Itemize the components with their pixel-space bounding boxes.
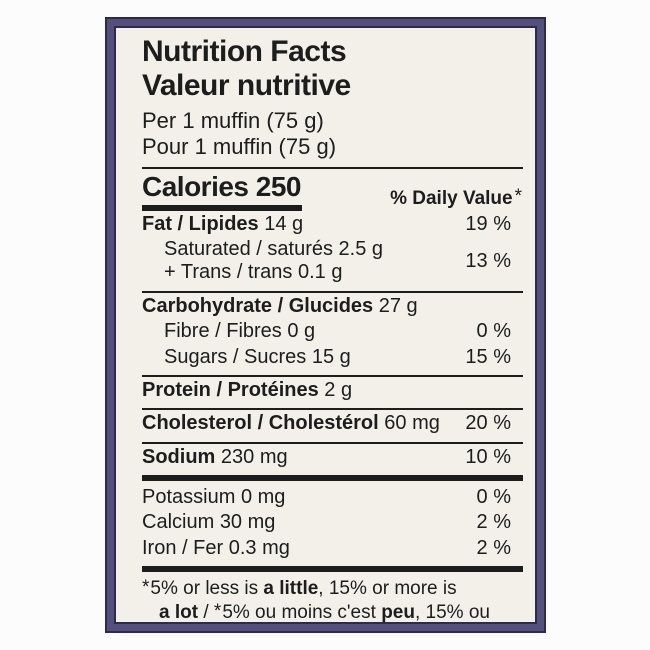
calories-row: Calories 250 % Daily Value *: [142, 171, 523, 211]
row-fibre: Fibre / Fibres 0 g 0 %: [142, 320, 523, 343]
calcium-amount: 30 mg: [219, 511, 276, 534]
footnote-text: /: [198, 602, 214, 624]
trans-amount: 0.1 g: [297, 261, 343, 284]
potassium-daily-value: 0 %: [476, 486, 511, 509]
protein-amount: 2 g: [324, 378, 353, 401]
iron-label: Iron / Fer: [142, 536, 224, 559]
sugars-daily-value: 15 %: [465, 345, 511, 368]
row-saturated-trans: Saturated / saturés 2.5 g + Trans / tran…: [142, 238, 523, 285]
row-cholesterol: Cholesterol / Cholestérol 60 mg 20 %: [142, 412, 523, 435]
row-fat: Fat / Lipides 14 g 19 %: [142, 213, 523, 236]
fat-daily-value: 19 %: [465, 212, 511, 235]
footnote-text: , 15% or more is: [318, 578, 457, 600]
daily-value-header: % Daily Value *: [390, 185, 523, 211]
row-calcium: Calcium 30 mg 2 %: [142, 511, 523, 534]
carbohydrate-label: Carbohydrate / Glucides: [142, 294, 374, 317]
carbohydrate-amount: 27 g: [378, 294, 418, 317]
asterisk: *: [514, 185, 522, 207]
footnote-line-1: *5% or less is a little, 15% or more is: [142, 577, 523, 601]
nutrition-facts-label: Nutrition Facts Valeur nutritive Per 1 m…: [114, 26, 537, 624]
calories-block: Calories 250: [142, 171, 302, 211]
calories-underline-bar: [142, 204, 302, 211]
row-protein: Protein / Protéines 2 g: [142, 379, 523, 402]
saturated-label: Saturated / saturés: [164, 237, 333, 260]
cholesterol-daily-value: 20 %: [465, 412, 511, 435]
iron-amount: 0.3 mg: [228, 536, 290, 559]
fat-amount: 14 g: [264, 212, 304, 235]
saturated-trans-lines: Saturated / saturés 2.5 g + Trans / tran…: [142, 238, 383, 285]
saturated-amount: 2.5 g: [338, 237, 384, 260]
footnote: *5% or less is a little, 15% or more is …: [142, 577, 523, 624]
calories-number: 250: [255, 170, 302, 202]
nutrient-name: Calcium 30 mg: [142, 511, 275, 534]
thick-divider: [142, 566, 523, 573]
footnote-text: 5% ou moins c'est: [222, 602, 382, 624]
divider: [142, 374, 523, 377]
footnote-bold: peu: [381, 602, 415, 624]
footnote-bold: a lot: [159, 602, 199, 624]
title-fr: Valeur nutritive: [142, 68, 351, 102]
nutrient-name: Protein / Protéines 2 g: [142, 379, 352, 402]
footnote-line-2: a lot / *5% ou moins c'est peu, 15% ou: [142, 601, 523, 624]
cholesterol-amount: 60 mg: [384, 412, 440, 435]
saturated-line: Saturated / saturés 2.5 g: [142, 238, 383, 261]
sugars-amount: 15 g: [311, 345, 351, 368]
footnote-bold: a little: [263, 578, 319, 600]
calories-label: Calories: [142, 170, 249, 202]
asterisk: *: [142, 577, 150, 599]
nutrient-name: Fat / Lipides 14 g: [142, 213, 303, 236]
nutrient-name: Cholesterol / Cholestérol 60 mg: [142, 412, 440, 435]
fibre-amount: 0 g: [287, 320, 316, 343]
row-iron: Iron / Fer 0.3 mg 2 %: [142, 537, 523, 560]
saturated-trans-daily-value: 13 %: [465, 249, 511, 272]
nutrient-name: Iron / Fer 0.3 mg: [142, 537, 290, 560]
nutrient-name: Carbohydrate / Glucides 27 g: [142, 295, 418, 318]
trans-label: + Trans / trans: [164, 261, 293, 284]
cholesterol-label: Cholesterol / Cholestérol: [142, 412, 379, 435]
fibre-daily-value: 0 %: [476, 320, 511, 343]
divider: [142, 441, 523, 444]
thick-divider: [142, 475, 523, 482]
serving-size-en: Per 1 muffin (75 g): [142, 107, 324, 133]
sodium-daily-value: 10 %: [465, 445, 511, 468]
daily-value-header-text: % Daily Value: [390, 187, 513, 209]
fat-label: Fat / Lipides: [142, 212, 259, 235]
trans-line: + Trans / trans 0.1 g: [142, 261, 383, 284]
footnote-text: , 15% ou: [414, 602, 490, 624]
sodium-label: Sodium: [142, 445, 216, 468]
label-content: Nutrition Facts Valeur nutritive Per 1 m…: [116, 28, 535, 624]
nutrient-name: Sugars / Sucres 15 g: [142, 346, 351, 369]
protein-label: Protein / Protéines: [142, 378, 319, 401]
footnote-text: 5% or less is: [150, 578, 264, 600]
row-potassium: Potassium 0 mg 0 %: [142, 486, 523, 509]
potassium-label: Potassium: [142, 486, 236, 509]
row-sodium: Sodium 230 mg 10 %: [142, 446, 523, 469]
nutrient-name: Potassium 0 mg: [142, 486, 285, 509]
sugars-label: Sugars / Sucres: [164, 345, 307, 368]
fibre-label: Fibre / Fibres: [164, 320, 282, 343]
potassium-amount: 0 mg: [240, 486, 286, 509]
sodium-amount: 230 mg: [220, 445, 288, 468]
row-carbohydrate: Carbohydrate / Glucides 27 g: [142, 295, 523, 318]
title-en: Nutrition Facts: [142, 35, 347, 68]
iron-daily-value: 2 %: [476, 536, 511, 559]
calcium-daily-value: 2 %: [476, 511, 511, 534]
calcium-label: Calcium: [142, 511, 215, 534]
divider: [142, 166, 523, 169]
calories-value: Calories 250: [142, 171, 302, 203]
divider: [142, 290, 523, 293]
serving-size-fr: Pour 1 muffin (75 g): [142, 134, 337, 160]
asterisk: *: [213, 601, 222, 623]
nutrient-name: Sodium 230 mg: [142, 446, 288, 469]
nutrient-name: Fibre / Fibres 0 g: [142, 320, 315, 343]
divider: [142, 408, 523, 411]
row-sugars: Sugars / Sucres 15 g 15 %: [142, 346, 523, 369]
